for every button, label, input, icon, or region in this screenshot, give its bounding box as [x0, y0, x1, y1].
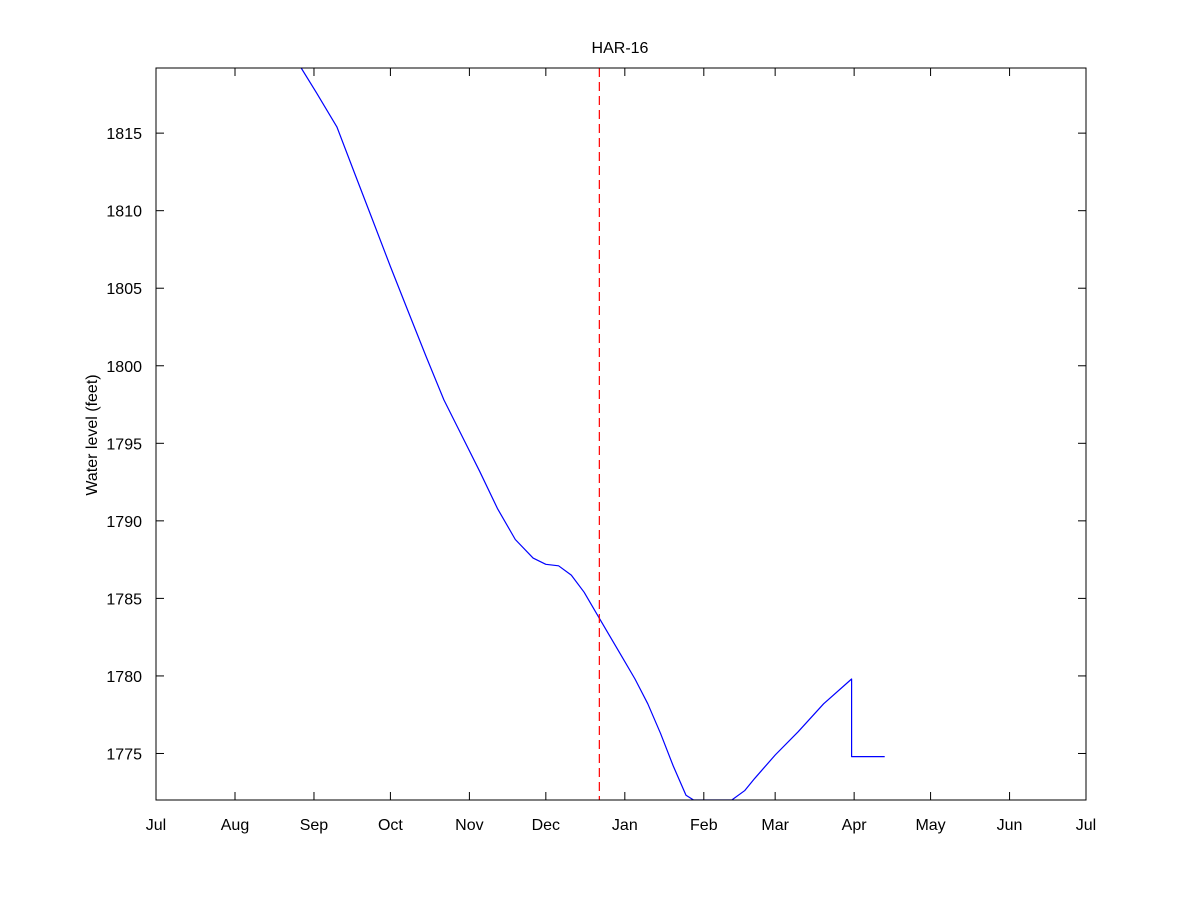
chart-title: HAR-16	[592, 40, 649, 57]
y-tick-label: 1780	[106, 669, 142, 686]
x-tick-label: May	[915, 817, 945, 834]
y-tick-label: 1775	[106, 746, 142, 763]
y-tick-label: 1810	[106, 204, 142, 221]
x-tick-label: Jun	[997, 817, 1023, 834]
x-tick-label: Oct	[378, 817, 403, 834]
x-tick-label: Aug	[221, 817, 249, 834]
series-line-0	[300, 68, 885, 800]
x-axis: Jul Aug Sep Oct Nov Dec Jan Feb Mar Apr May Jun Jul	[146, 68, 1096, 834]
x-tick-label: Jan	[612, 817, 638, 834]
y-tick-label: 1790	[106, 514, 142, 531]
y-axis-label: Water level (feet)	[84, 374, 101, 495]
x-tick-label: Dec	[532, 817, 560, 834]
x-tick-label: Jul	[1076, 817, 1096, 834]
y-tick-label: 1800	[106, 359, 142, 376]
y-axis: 1775 1780 1785 1790 1795 1800 1805 1810 1815	[106, 126, 1086, 763]
x-tick-label: Nov	[455, 817, 483, 834]
y-tick-label: 1785	[106, 591, 142, 608]
x-tick-label: Feb	[690, 817, 718, 834]
y-tick-label: 1795	[106, 436, 142, 453]
y-tick-label: 1815	[106, 126, 142, 143]
y-tick-label: 1805	[106, 281, 142, 298]
x-tick-label: Apr	[842, 817, 868, 834]
plot-area	[300, 68, 885, 800]
x-tick-label: Mar	[761, 817, 789, 834]
x-tick-label: Sep	[300, 817, 329, 834]
x-tick-label: Jul	[146, 817, 166, 834]
axes-frame	[155, 67, 1087, 801]
